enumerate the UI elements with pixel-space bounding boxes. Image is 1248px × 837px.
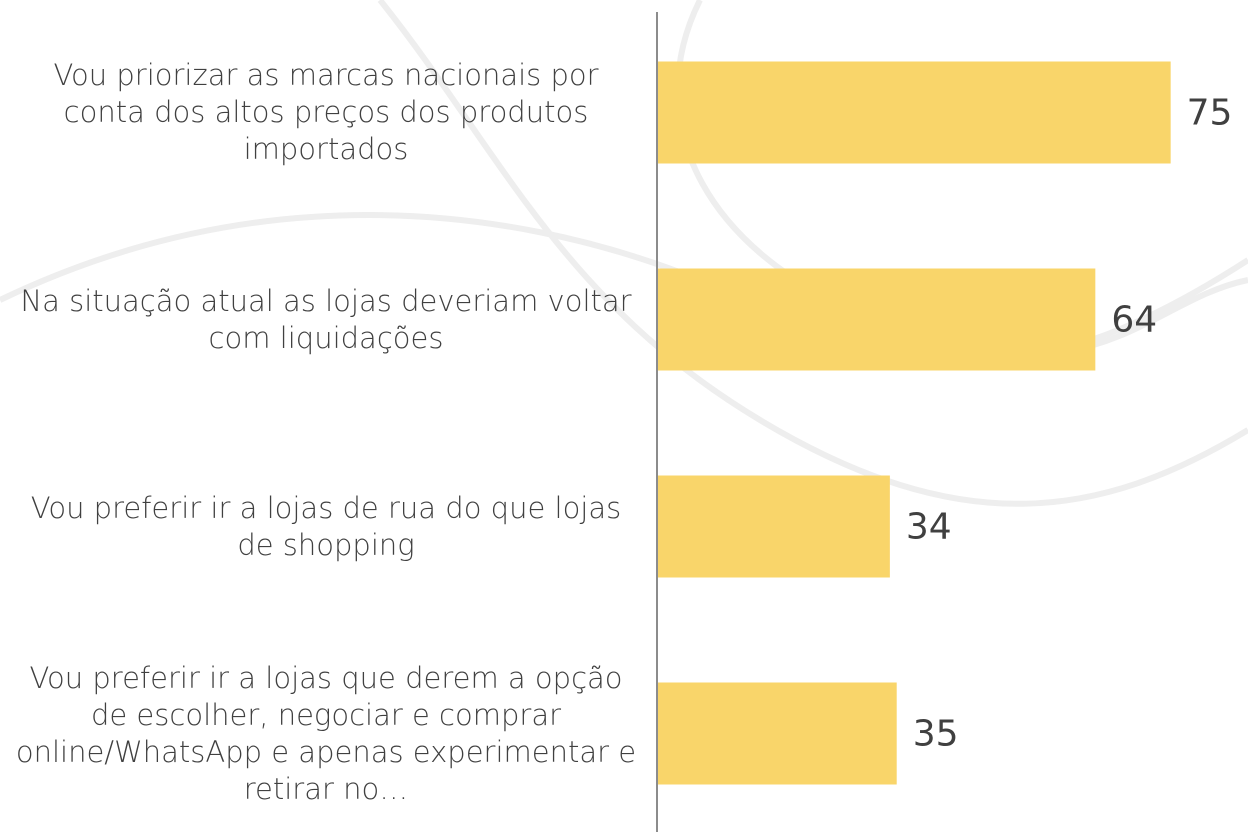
value-label: 35 — [913, 714, 959, 755]
value-label: 64 — [1111, 300, 1157, 341]
bar — [657, 475, 890, 578]
bar — [657, 682, 897, 785]
category-label: Vou preferir ir a lojas que derem a opçã… — [15, 660, 637, 806]
category-label: Na situação atual as lojas deveriam volt… — [20, 283, 632, 355]
category-label: Vou preferir ir a lojas de rua do que lo… — [30, 490, 622, 562]
bar — [657, 268, 1096, 371]
bar — [657, 61, 1171, 164]
category-label: Vou priorizar as marcas nacionais por co… — [53, 58, 599, 166]
value-label: 34 — [906, 507, 952, 548]
value-label: 75 — [1187, 93, 1233, 134]
